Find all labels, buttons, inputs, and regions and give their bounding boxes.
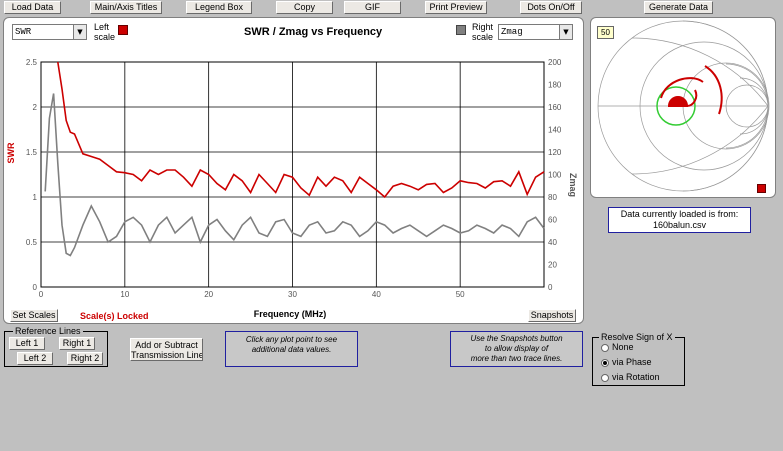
x-tick-label: 30: [288, 290, 297, 299]
left-scale-color-swatch[interactable]: [118, 25, 128, 35]
left-scale-value: SWR: [15, 27, 32, 37]
radio-via-rotation-indicator[interactable]: [601, 373, 609, 382]
smith-chart-panel: 50: [590, 17, 776, 198]
y-axis-label-swr: SWR: [6, 142, 16, 163]
snapshots-button[interactable]: Snapshots: [528, 309, 576, 322]
y2-tick-label: 200: [548, 58, 562, 67]
y-tick-label: 0.5: [26, 238, 38, 247]
generate-data-button[interactable]: Generate Data: [644, 1, 713, 14]
smith-chart[interactable]: [591, 18, 775, 197]
radio-none-indicator[interactable]: [601, 343, 609, 352]
set-scales-button[interactable]: Set Scales: [10, 309, 58, 322]
radio-via-phase[interactable]: via Phase: [601, 357, 652, 367]
gif-button[interactable]: GIF: [344, 1, 401, 14]
x-tick-label: 50: [456, 290, 465, 299]
x-tick-label: 20: [204, 290, 213, 299]
transmission-line-button[interactable]: Add or Subtract Transmission Line: [130, 338, 203, 361]
x-tick-label: 40: [372, 290, 381, 299]
y2-tick-label: 120: [548, 148, 562, 157]
scales-locked-status: Scale(s) Locked: [80, 311, 149, 321]
left2-button[interactable]: Left 2: [17, 352, 53, 365]
legend-box-button[interactable]: Legend Box: [186, 1, 252, 14]
right-scale-label: Right scale: [472, 22, 494, 42]
left-scale-select[interactable]: SWR ▼: [12, 24, 87, 40]
impedance-label: 50: [597, 26, 614, 39]
right-scale-select[interactable]: Zmag ▼: [498, 24, 573, 40]
resolve-sign-group: Resolve Sign of X None via Phase via Rot…: [592, 332, 685, 386]
right2-button[interactable]: Right 2: [67, 352, 103, 365]
y2-tick-label: 20: [548, 261, 557, 270]
left1-button[interactable]: Left 1: [9, 337, 45, 350]
chart-title: SWR / Zmag vs Frequency: [244, 26, 383, 38]
right-scale-color-swatch[interactable]: [456, 25, 466, 35]
impedance-trace: [660, 65, 723, 115]
dots-on-off-button[interactable]: Dots On/Off: [520, 1, 582, 14]
zmag-series-line[interactable]: [44, 93, 545, 257]
y2-tick-label: 40: [548, 238, 557, 247]
y-tick-label: 2: [33, 103, 38, 112]
radio-none[interactable]: None: [601, 342, 634, 352]
load-data-button[interactable]: Load Data: [4, 1, 61, 14]
chart-panel: SWR ▼ Left scale SWR / Zmag vs Frequency…: [3, 17, 584, 324]
y-tick-label: 1.5: [26, 148, 38, 157]
chevron-down-icon[interactable]: ▼: [73, 25, 86, 39]
reference-lines-group: Reference Lines Left 1 Right 1 Left 2 Ri…: [4, 326, 108, 367]
chevron-down-icon[interactable]: ▼: [559, 25, 572, 39]
swr-zmag-chart[interactable]: 0 10 20 30 40 50 0 0.5 1 1.5 2 2.5 0 20 40 60 80 100 120 14…: [4, 53, 583, 323]
swr-circle: [656, 86, 696, 126]
right-scale-value: Zmag: [501, 27, 523, 37]
copy-button[interactable]: Copy: [276, 1, 333, 14]
y2-tick-label: 60: [548, 216, 557, 225]
y2-tick-label: 160: [548, 103, 562, 112]
swr-series-line[interactable]: [57, 61, 545, 199]
radio-via-rotation[interactable]: via Rotation: [601, 372, 660, 382]
y2-tick-label: 140: [548, 126, 562, 135]
main-axis-titles-button[interactable]: Main/Axis Titles: [90, 1, 162, 14]
left-scale-label: Left scale: [94, 22, 116, 42]
y2-tick-label: 80: [548, 193, 557, 202]
y2-tick-label: 100: [548, 171, 562, 180]
data-source-box: Data currently loaded is from: 160balun.…: [608, 207, 751, 233]
snapshots-hint: Use the Snapshots button to allow displa…: [450, 331, 583, 367]
y-tick-label: 2.5: [26, 58, 38, 67]
y2-tick-label: 180: [548, 81, 562, 90]
reference-lines-legend: Reference Lines: [13, 326, 83, 336]
y2-tick-label: 0: [548, 283, 553, 292]
click-point-hint: Click any plot point to see additional d…: [225, 331, 358, 367]
y-tick-label: 1: [33, 193, 38, 202]
radio-via-phase-indicator[interactable]: [601, 358, 609, 367]
y-axis-label-zmag: Zmag: [568, 173, 578, 197]
x-tick-label: 10: [120, 290, 129, 299]
print-preview-button[interactable]: Print Preview: [425, 1, 487, 14]
smith-color-swatch[interactable]: [757, 184, 766, 193]
right1-button[interactable]: Right 1: [59, 337, 95, 350]
x-axis-label: Frequency (MHz): [254, 309, 327, 319]
y-tick-label: 0: [33, 283, 38, 292]
x-tick-label: 0: [39, 290, 44, 299]
resolve-sign-legend: Resolve Sign of X: [599, 332, 675, 342]
